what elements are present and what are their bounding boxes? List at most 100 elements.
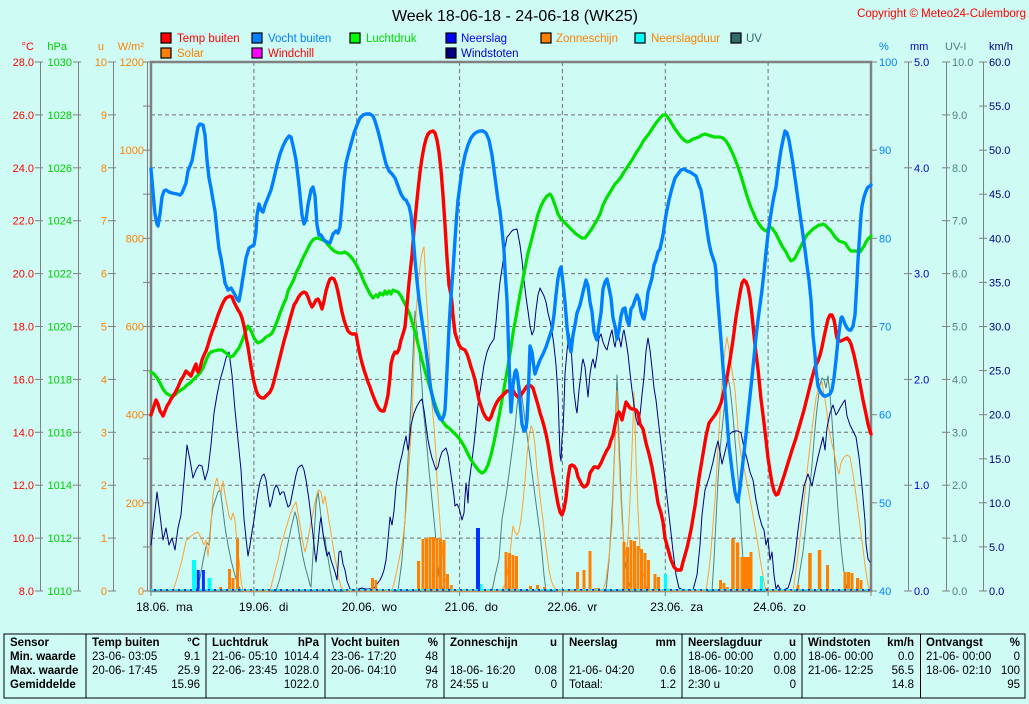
svg-text:2: 2 (101, 480, 107, 492)
svg-text:1000: 1000 (120, 145, 144, 157)
svg-text:1022: 1022 (48, 269, 72, 281)
svg-text:45.0: 45.0 (989, 189, 1010, 201)
svg-text:56.5: 56.5 (892, 665, 914, 677)
svg-text:8: 8 (101, 163, 107, 175)
svg-text:1022.0: 1022.0 (284, 679, 319, 691)
svg-text:30.0: 30.0 (989, 322, 1010, 334)
svg-text:3.0: 3.0 (914, 269, 929, 281)
svg-text:80: 80 (879, 233, 891, 245)
svg-text:6: 6 (101, 269, 107, 281)
svg-text:1016: 1016 (48, 427, 72, 439)
svg-text:28.0: 28.0 (13, 57, 34, 69)
svg-text:70: 70 (879, 322, 891, 334)
svg-text:Vocht buiten: Vocht buiten (268, 33, 331, 45)
svg-text:10.0: 10.0 (989, 498, 1010, 510)
svg-text:48: 48 (425, 651, 438, 663)
svg-text:2.0: 2.0 (914, 374, 929, 386)
svg-text:7.0: 7.0 (952, 216, 967, 228)
svg-text:Sensor: Sensor (10, 637, 50, 649)
svg-text:u: u (550, 637, 557, 649)
svg-text:mm: mm (910, 41, 928, 53)
svg-text:40.0: 40.0 (989, 233, 1010, 245)
svg-text:18-06- 02:10: 18-06- 02:10 (926, 665, 991, 677)
svg-text:0.6: 0.6 (660, 665, 676, 677)
svg-text:Totaal:: Totaal: (569, 679, 603, 691)
svg-text:20.0: 20.0 (13, 269, 34, 281)
svg-text:0.0: 0.0 (898, 651, 914, 663)
svg-text:26.0: 26.0 (13, 110, 34, 122)
svg-text:UV: UV (746, 33, 762, 45)
svg-text:1028: 1028 (48, 110, 72, 122)
svg-text:14.0: 14.0 (13, 427, 34, 439)
svg-text:8.0: 8.0 (952, 163, 967, 175)
svg-text:7: 7 (101, 216, 107, 228)
svg-text:Min. waarde: Min. waarde (10, 651, 76, 663)
svg-text:0.00: 0.00 (774, 651, 796, 663)
svg-text:1.0: 1.0 (952, 533, 967, 545)
svg-text:800: 800 (126, 233, 144, 245)
svg-text:18-06- 00:00: 18-06- 00:00 (688, 651, 753, 663)
svg-text:3.0: 3.0 (952, 427, 967, 439)
svg-text:21-06- 12:25: 21-06- 12:25 (808, 665, 873, 677)
svg-text:W/m²: W/m² (118, 41, 145, 53)
svg-text:Neerslag: Neerslag (569, 637, 618, 649)
svg-text:90: 90 (879, 145, 891, 157)
svg-text:14.8: 14.8 (892, 679, 914, 691)
svg-text:1020: 1020 (48, 322, 72, 334)
svg-text:5.0: 5.0 (914, 57, 929, 69)
svg-text:1200: 1200 (120, 57, 144, 69)
svg-text:Luchtdruk: Luchtdruk (212, 637, 269, 649)
svg-text:6.0: 6.0 (952, 269, 967, 281)
svg-text:Zonneschijn: Zonneschijn (450, 637, 518, 649)
svg-text:mm: mm (656, 637, 676, 649)
svg-text:km/h: km/h (887, 637, 914, 649)
svg-text:78: 78 (425, 679, 438, 691)
svg-text:22.06. vr: 22.06. vr (547, 600, 597, 614)
svg-text:u: u (789, 637, 796, 649)
svg-text:10.0: 10.0 (13, 533, 34, 545)
svg-text:%: % (428, 637, 438, 649)
svg-text:18-06- 00:00: 18-06- 00:00 (808, 651, 873, 663)
svg-text:0.0: 0.0 (989, 586, 1004, 598)
svg-text:1010: 1010 (48, 586, 72, 598)
svg-text:40: 40 (879, 586, 891, 598)
svg-text:3: 3 (101, 427, 107, 439)
svg-text:16.0: 16.0 (13, 374, 34, 386)
svg-text:100: 100 (1001, 665, 1020, 677)
svg-text:10: 10 (95, 57, 107, 69)
svg-text:u: u (98, 41, 104, 53)
svg-text:50: 50 (879, 498, 891, 510)
svg-text:1.2: 1.2 (660, 679, 676, 691)
svg-text:0: 0 (1014, 651, 1020, 663)
svg-text:5: 5 (101, 322, 107, 334)
svg-text:22-06- 23:45: 22-06- 23:45 (212, 665, 277, 677)
svg-text:50.0: 50.0 (989, 145, 1010, 157)
svg-text:600: 600 (126, 322, 144, 334)
svg-text:25.9: 25.9 (178, 665, 200, 677)
svg-text:55.0: 55.0 (989, 101, 1010, 113)
svg-text:20.06. wo: 20.06. wo (342, 600, 398, 614)
svg-text:2:30 u: 2:30 u (688, 679, 720, 691)
svg-text:60.0: 60.0 (989, 57, 1010, 69)
svg-text:25.0: 25.0 (989, 366, 1010, 378)
svg-text:21-06- 00:00: 21-06- 00:00 (926, 651, 991, 663)
svg-text:Max. waarde: Max. waarde (10, 665, 78, 677)
svg-text:Neerslag: Neerslag (461, 33, 507, 45)
svg-text:0: 0 (101, 586, 107, 598)
svg-text:Luchtdruk: Luchtdruk (366, 33, 417, 45)
svg-text:1014: 1014 (48, 480, 72, 492)
svg-text:18.0: 18.0 (13, 322, 34, 334)
svg-text:20-06- 17:45: 20-06- 17:45 (92, 665, 157, 677)
svg-text:9.1: 9.1 (184, 651, 200, 663)
svg-text:Solar: Solar (177, 48, 204, 60)
svg-text:4.0: 4.0 (914, 163, 929, 175)
svg-text:1012: 1012 (48, 533, 72, 545)
svg-text:Week 18-06-18 - 24-06-18 (WK25: Week 18-06-18 - 24-06-18 (WK25) (392, 8, 638, 25)
svg-text:Windchill: Windchill (268, 48, 314, 60)
svg-text:2.0: 2.0 (952, 480, 967, 492)
svg-text:0: 0 (790, 679, 796, 691)
svg-text:9.0: 9.0 (952, 110, 967, 122)
svg-text:Gemiddelde: Gemiddelde (10, 679, 76, 691)
svg-text:%: % (879, 41, 889, 53)
svg-text:0.0: 0.0 (914, 586, 929, 598)
